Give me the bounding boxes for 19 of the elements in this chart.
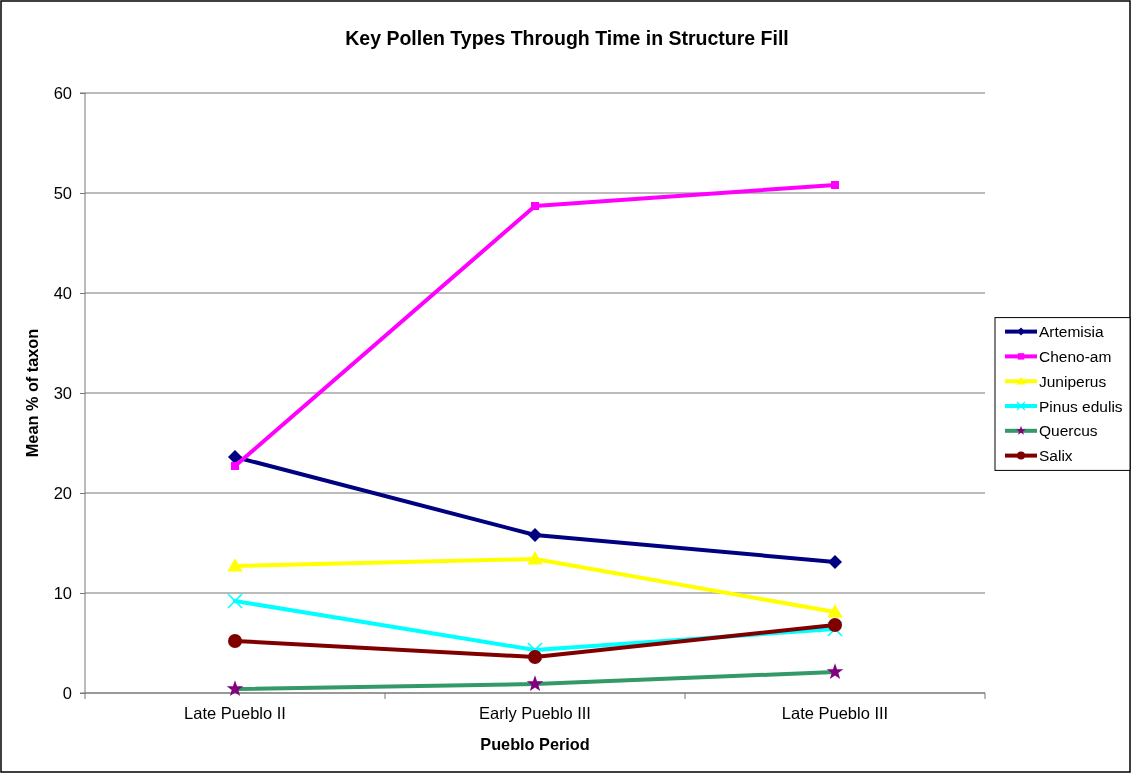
x-tick-label: Late Pueblo II — [184, 703, 286, 722]
y-tick-label: 40 — [53, 283, 72, 302]
legend-label: Salix — [1039, 447, 1073, 465]
y-tick-label: 60 — [53, 83, 72, 102]
y-tick-label: 50 — [53, 183, 72, 202]
legend-label: Juniperus — [1039, 372, 1107, 390]
legend-label: Artemisia — [1039, 323, 1104, 341]
chart-title: Key Pollen Types Through Time in Structure Fill — [345, 27, 789, 49]
legend-label: Quercus — [1039, 422, 1098, 440]
x-tick-label: Late Pueblo III — [781, 703, 889, 722]
x-axis-title: Pueblo Period — [480, 735, 590, 753]
legend-label: Pinus edulis — [1039, 397, 1123, 415]
y-tick-label: 20 — [53, 483, 72, 502]
x-tick-label: Early Pueblo III — [479, 703, 591, 722]
y-tick-label: 10 — [53, 583, 72, 602]
y-axis-title: Mean % of taxon — [23, 328, 41, 458]
y-tick-label: 0 — [62, 683, 72, 702]
y-tick-label: 30 — [53, 383, 72, 402]
legend-label: Cheno-am — [1039, 347, 1112, 365]
